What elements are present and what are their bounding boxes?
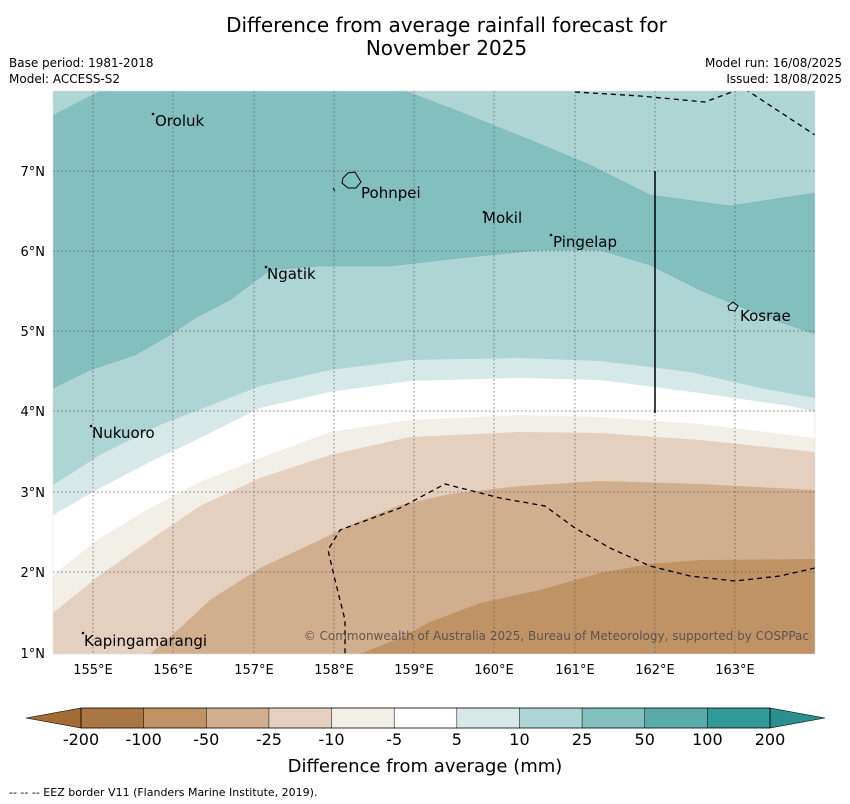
colorbar-extend-low xyxy=(25,707,82,729)
model-name: Model: ACCESS-S2 xyxy=(9,72,121,86)
lon-tick-156: 156°E xyxy=(153,663,193,678)
colorbar-segment xyxy=(456,707,521,729)
colorbar-segment xyxy=(268,707,333,729)
islands xyxy=(81,112,739,635)
place-label-pohnpei: Pohnpei xyxy=(361,184,421,202)
issued-date: Issued: 18/08/2025 xyxy=(726,72,842,86)
colorbar-segment xyxy=(519,707,583,729)
colorbar-tick-label: -25 xyxy=(256,730,282,749)
lat-tick-1: 1°N xyxy=(21,647,46,662)
lat-tick-4: 4°N xyxy=(21,405,46,420)
copyright-notice: © Commonwealth of Australia 2025, Bureau… xyxy=(304,629,809,643)
title-line-1: Difference from average rainfall forecas… xyxy=(226,13,667,37)
lon-tick-158: 158°E xyxy=(314,663,354,678)
place-label-kosrae: Kosrae xyxy=(740,307,791,325)
band-10-25-corner xyxy=(53,91,100,115)
place-label-oroluk: Oroluk xyxy=(155,112,204,130)
colorbar-segment xyxy=(581,707,646,729)
lat-tick-5: 5°N xyxy=(21,325,46,340)
kapingamarangi-island-shape xyxy=(81,631,85,635)
colorbar-tick-label: -50 xyxy=(193,730,219,749)
map-title: Difference from average rainfall forecas… xyxy=(0,14,850,60)
band-minus-50-100 xyxy=(360,559,815,654)
lon-tick-163: 163°E xyxy=(715,663,755,678)
band-10-25-northeast xyxy=(405,91,815,206)
colorbar-segment xyxy=(707,707,771,729)
eez-border xyxy=(327,91,815,654)
colorbar-tick-label: 25 xyxy=(572,730,592,749)
colorbar-title: Difference from average (mm) xyxy=(288,756,563,777)
map-frame xyxy=(52,90,816,655)
colorbar-frame xyxy=(80,707,771,729)
contour-lines xyxy=(53,91,815,389)
model-run: Model run: 16/08/2025 xyxy=(704,56,842,70)
nukuoro-island-shape xyxy=(89,424,93,428)
colorbar-tick-label: 10 xyxy=(509,730,529,749)
colorbar-tick-label: -100 xyxy=(125,730,161,749)
meta-right: Model run: 16/08/2025 Issued: 18/08/2025 xyxy=(705,55,842,87)
lon-tick-161: 161°E xyxy=(555,663,595,678)
colorbar: -200 -100 -50 -25 -10 -5 5 10 25 50 100 200 Differe… xyxy=(25,707,826,777)
pingelap-island-shape xyxy=(549,233,553,237)
colorbar-tick-label: 200 xyxy=(755,730,786,749)
pohnpei-islet xyxy=(332,187,336,192)
colorbar-segments xyxy=(80,707,771,729)
colorbar-extend-high xyxy=(769,707,826,729)
colorbar-segment xyxy=(206,707,270,729)
lat-tick-2: 2°N xyxy=(21,566,46,581)
colorbar-tick-label: 50 xyxy=(635,730,655,749)
colorbar-tick-label: 100 xyxy=(692,730,723,749)
colorbar-tick-label: -10 xyxy=(318,730,344,749)
eez-legend-footer: -- -- -- EEZ border V11 (Flanders Marine… xyxy=(9,786,318,799)
colorbar-segment xyxy=(143,707,207,729)
lon-tick-162: 162°E xyxy=(635,663,675,678)
ngatik-island-shape xyxy=(264,265,268,269)
rainfall-anomaly-map: Oroluk Pohnpei Mokil Pingelap Ngatik Kos… xyxy=(53,91,815,654)
latitude-tick-labels: 7°N 6°N 5°N 4°N 3°N 2°N 1°N xyxy=(21,165,46,662)
base-period: Base period: 1981-2018 xyxy=(9,56,154,70)
colorbar-tick-label: -200 xyxy=(63,730,99,749)
kosrae-island-shape xyxy=(727,301,739,312)
title-line-2: November 2025 xyxy=(365,36,528,60)
colorbar-labels: -200 -100 -50 -25 -10 -5 5 10 25 50 100 200 xyxy=(63,730,785,749)
colorbar-tick-label: -5 xyxy=(386,730,402,749)
place-label-pingelap: Pingelap xyxy=(553,233,617,251)
meta-left: Base period: 1981-2018 Model: ACCESS-S2 xyxy=(9,55,154,87)
place-label-ngatik: Ngatik xyxy=(267,265,316,283)
place-labels: Oroluk Pohnpei Mokil Pingelap Ngatik Kos… xyxy=(84,112,791,650)
lat-tick-3: 3°N xyxy=(21,486,46,501)
lon-tick-160: 160°E xyxy=(474,663,514,678)
lat-tick-7: 7°N xyxy=(21,165,46,180)
colorbar-segment xyxy=(331,707,395,729)
colorbar-segment xyxy=(393,707,458,729)
longitude-tick-labels: 155°E 156°E 157°E 158°E 159°E 160°E 161°… xyxy=(73,663,755,678)
place-label-mokil: Mokil xyxy=(483,209,522,227)
pohnpei-island-shape xyxy=(341,171,362,189)
oroluk-island-shape xyxy=(151,112,155,116)
lon-tick-159: 159°E xyxy=(394,663,434,678)
lon-tick-157: 157°E xyxy=(234,663,274,678)
place-label-kapingamarangi: Kapingamarangi xyxy=(84,632,207,650)
lat-tick-6: 6°N xyxy=(21,245,46,260)
place-label-nukuoro: Nukuoro xyxy=(92,424,155,442)
colorbar-tick-label: 5 xyxy=(452,730,462,749)
lon-tick-155: 155°E xyxy=(73,663,113,678)
mokil-island-shape xyxy=(482,210,486,214)
colorbar-segment xyxy=(644,707,708,729)
colorbar-segment xyxy=(80,707,145,729)
